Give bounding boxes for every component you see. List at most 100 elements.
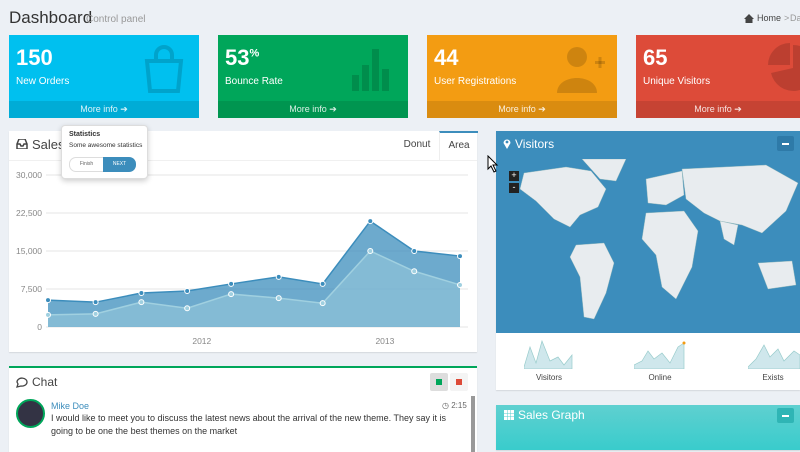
zoom-out[interactable]: - [509,183,519,193]
data-point [45,297,51,304]
sales-graph-box: Sales Graph [496,405,800,450]
tab-active[interactable]: Area [439,131,478,160]
stat-box: 53% Bounce Rate More info ➔ [218,35,408,118]
data-point [228,280,235,287]
y-tick-label: 30,000 [16,170,42,180]
data-point [92,299,99,306]
y-tick-label: 22,500 [16,208,42,218]
more-info-link[interactable]: More info ➔ [218,101,408,118]
scrollbar [471,396,475,452]
area-fill [48,221,460,327]
data-point [367,218,374,225]
zoom-in[interactable]: + [509,171,519,181]
finish-button[interactable]: Finish [69,157,104,172]
more-info-link[interactable]: More info ➔ [9,101,199,118]
tab[interactable]: Donut [403,139,431,150]
popover-text: Some awesome statistics [69,142,143,149]
more-info-text[interactable]: More info [80,104,118,114]
area-line [47,220,461,303]
popover-title: Statistics [69,131,101,138]
divider [9,160,477,161]
sparkline [524,339,573,369]
more-info-text[interactable]: More info [498,104,536,114]
data-point [319,300,326,307]
data-point [184,305,191,312]
x-tick-label: 2013 [375,336,394,346]
data-point [275,273,282,280]
mouse-cursor [487,155,499,173]
data-point [228,291,235,298]
data-point [411,248,418,254]
collapse-button[interactable] [777,136,794,151]
data-point [184,288,191,295]
stat-value: 44 [434,45,459,70]
breadcrumb-home[interactable]: Home [757,13,782,23]
sparkline [748,344,800,369]
data-point [411,268,418,275]
stat-label: Unique Visitors [643,76,711,87]
y-tick-label: 15,000 [16,246,42,256]
breadcrumb-current: Dashboard [790,13,800,23]
minus-icon [782,143,789,145]
x-tick-label: 2012 [192,336,211,346]
home-icon [744,14,754,23]
status-button[interactable] [450,373,468,391]
chat-message: I would like to meet you to discuss the … [51,413,447,436]
pie-icon [768,43,800,91]
sparkline [634,341,686,369]
more-info-text[interactable]: More info [289,104,327,114]
sparkline-panel: Visitors Online Exists [496,333,800,390]
stat-box: 65 Unique Visitors More info ➔ [636,35,800,118]
chart-icon [352,49,389,91]
box-title: Visitors [515,137,555,151]
stat-suffix: % [249,47,260,60]
tour-popover: Statistics Some awesome statistics Finis… [61,125,148,179]
data-point [367,248,374,254]
next-button[interactable]: NEXT [103,157,136,172]
grid-icon [504,410,514,420]
area-line [47,250,461,316]
stat-label: User Registrations [434,76,517,87]
marker-icon [503,139,511,149]
data-point [457,281,463,288]
world-map [519,159,799,320]
chat-box: Chat Mike Doe ◷ 2:15 I would like to mee… [9,366,477,452]
chat-time: ◷ 2:15 [442,401,467,410]
chat-author[interactable]: Mike Doe [51,401,90,411]
data-point [45,311,51,318]
stat-value: 65 [643,45,668,70]
box-title: Chat [32,375,58,389]
more-info-link[interactable]: More info ➔ [427,101,617,118]
collapse-button[interactable] [777,408,794,423]
more-info-link[interactable]: More info ➔ [636,101,800,118]
stat-value: 150 [16,45,53,70]
stat-box: 150 New Orders More info ➔ [9,35,199,118]
status-button[interactable] [430,373,448,391]
stat-value: 53% [225,45,259,71]
sparkline-label: Exists [762,373,784,382]
data-point [457,253,463,260]
data-point [138,290,145,297]
sparkline-label: Visitors [535,373,563,382]
status-green [436,379,442,385]
y-tick-label: 7,500 [21,284,43,294]
box-title: Sales [32,137,65,152]
y-tick-label: 0 [37,322,42,332]
stat-number: 53 [225,45,250,70]
data-point [138,299,145,306]
stat-label: New Orders [16,76,70,87]
page-title: Dashboard [9,8,93,27]
more-info-text[interactable]: More info [694,104,732,114]
data-point [275,295,282,302]
area-fill [48,251,460,327]
data-point [319,280,326,287]
stat-box: 44 User Registrations More info ➔ [427,35,617,118]
chat-icon [16,377,28,388]
box-title: Sales Graph [518,408,585,422]
chat-time-text: 2:15 [451,401,467,410]
sparkline-label: Online [648,373,672,382]
page-subtitle: Control panel [86,14,146,25]
data-point [92,310,99,317]
